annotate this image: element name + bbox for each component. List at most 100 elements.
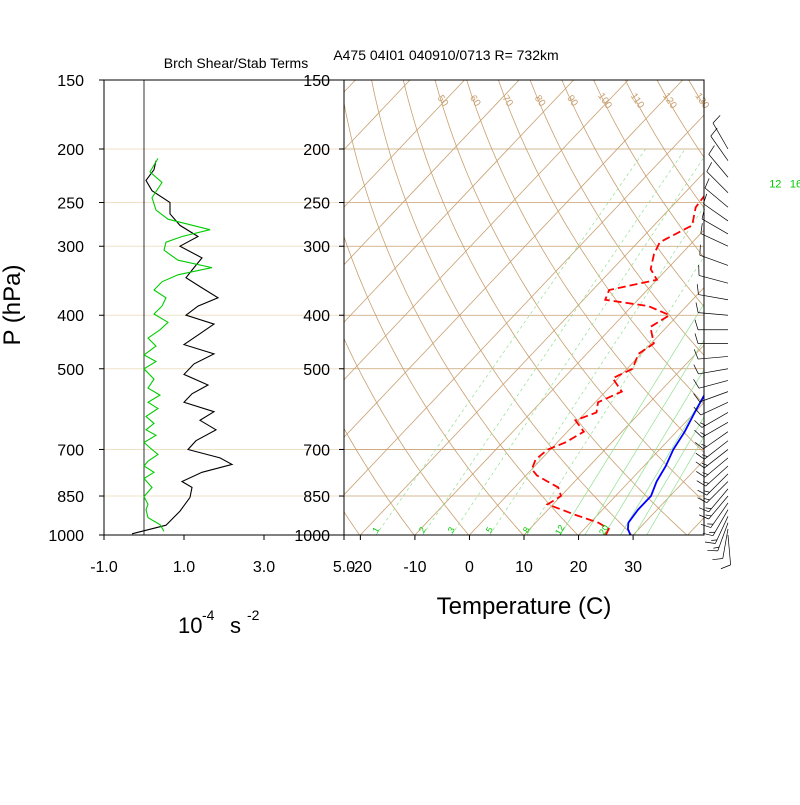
wind-barb-flag xyxy=(709,146,715,155)
dry-adiabat-line xyxy=(244,64,423,547)
dry-adiabat-label: 120 xyxy=(660,91,679,111)
wind-barb xyxy=(696,458,728,477)
left-y-tick-label: 1000 xyxy=(48,528,84,545)
mixing-ratio-line xyxy=(452,149,710,535)
wind-barb-flag xyxy=(700,432,705,435)
dry-adiabat-line xyxy=(711,64,800,547)
left-x-axis-label: 10 -4 s -2 xyxy=(178,607,260,638)
wind-barb-flag xyxy=(706,515,712,516)
skew-y-tick-label: 500 xyxy=(303,362,330,379)
skew-y-tick-label: 1000 xyxy=(294,528,330,545)
wind-barb xyxy=(695,333,728,343)
left-y-tick-label: 500 xyxy=(57,362,84,379)
skew-y-tick-label: 150 xyxy=(303,73,330,90)
wind-barb-shaft xyxy=(701,402,728,415)
left-x-tick-label: 1.0 xyxy=(173,559,195,576)
wind-barb-shaft xyxy=(711,136,728,161)
left-y-tick-label: 300 xyxy=(57,239,84,256)
wind-barb-flag xyxy=(704,491,710,492)
wind-barb-flag xyxy=(694,365,699,374)
skew-y-tick-label: 250 xyxy=(303,196,330,213)
mixing-ratio-top-label: 12 xyxy=(769,179,781,191)
wind-barb xyxy=(695,320,728,330)
left-y-tick-label: 700 xyxy=(57,442,84,459)
dry-adiabat-label: 100 xyxy=(595,91,614,111)
wind-barb xyxy=(694,349,728,359)
left-y-tick-label: 250 xyxy=(57,196,84,213)
wind-barb-flag xyxy=(711,540,717,541)
left-x-tick-label: 3.0 xyxy=(253,559,275,576)
wind-barb-flag xyxy=(695,333,698,343)
dry-adiabat-line xyxy=(275,64,478,547)
wind-barb xyxy=(709,146,728,178)
wind-barb xyxy=(701,223,728,246)
wind-barb-flag xyxy=(697,284,698,294)
wind-barb xyxy=(703,510,728,536)
x-label-unit-exponent: -2 xyxy=(247,607,260,623)
dry-adiabat-label: 90 xyxy=(564,93,580,109)
wind-barb-flag xyxy=(703,473,709,475)
left-y-tick-label: 400 xyxy=(57,308,84,325)
isotherm-line xyxy=(415,80,800,535)
wind-barb xyxy=(701,503,728,528)
left-y-tick-label: 150 xyxy=(57,73,84,90)
x-label-exponent: -4 xyxy=(202,607,215,623)
isotherm-line xyxy=(0,80,246,535)
dry-adiabat-label: 70 xyxy=(500,93,516,109)
dry-adiabat-line xyxy=(213,64,368,547)
skew-t-title: A475 04I01 040910/0713 R= 732km xyxy=(333,47,558,63)
wind-barb-shaft xyxy=(698,295,728,300)
wind-barb xyxy=(695,432,728,449)
isotherm-line xyxy=(0,80,301,535)
wind-barb xyxy=(699,265,728,283)
isotherm-line xyxy=(33,80,464,535)
mixing-ratio-top-label: 16 xyxy=(790,179,800,191)
isotherm-line xyxy=(742,80,800,535)
wind-barb-shaft xyxy=(699,275,728,283)
left-series-line-0 xyxy=(132,161,232,534)
wind-barb xyxy=(696,449,728,467)
wind-barb-flag xyxy=(694,379,699,388)
wind-barb-flag xyxy=(701,524,711,527)
wind-barb-shaft xyxy=(709,154,728,177)
dry-adiabat-label: 80 xyxy=(532,93,548,109)
skew-t-chart: 5060708090100110120130121620242832123581… xyxy=(0,47,800,620)
wind-barb-shaft xyxy=(713,123,728,149)
skew-y-tick-label: 850 xyxy=(303,489,330,506)
mixing-ratio-line xyxy=(621,149,800,535)
wind-barb xyxy=(694,392,728,402)
isotherm-line xyxy=(579,80,800,535)
wind-barb-shaft xyxy=(709,489,728,512)
x-label-unit: s xyxy=(230,613,241,638)
temperature-x-tick-label: 20 xyxy=(570,559,588,576)
isotherm-line xyxy=(197,80,628,535)
left-y-tick-label: 850 xyxy=(57,489,84,506)
skew-y-tick-label: 200 xyxy=(303,142,330,159)
dry-adiabat-label: 130 xyxy=(692,91,711,111)
wind-barb-flag xyxy=(702,463,707,465)
left-x-tick-label: -1.0 xyxy=(90,559,118,576)
wind-barb-flag xyxy=(696,453,705,459)
dry-adiabat-line xyxy=(306,64,533,547)
dry-adiabat-line xyxy=(742,64,800,547)
wind-barb-flag xyxy=(705,542,715,544)
temperature-axis-label: Temperature (C) xyxy=(437,593,612,620)
dry-adiabat-line xyxy=(462,64,800,547)
wind-barb-shaft xyxy=(704,449,728,467)
wind-barb-flag xyxy=(713,547,719,548)
dry-adiabat-line xyxy=(338,64,590,547)
dry-adiabat-line xyxy=(679,64,800,547)
wind-barb-shaft xyxy=(699,380,728,388)
dry-adiabat-label: 50 xyxy=(435,93,451,109)
dry-adiabat-label: 110 xyxy=(628,91,646,111)
wind-barb-shaft xyxy=(701,234,728,247)
wind-barb xyxy=(696,441,728,459)
wind-barb-flag xyxy=(694,430,702,437)
wind-barb-flag xyxy=(713,115,720,123)
wind-barb xyxy=(697,466,728,486)
wind-barb xyxy=(703,194,728,221)
wind-barb-flag xyxy=(700,423,705,426)
wind-barb-flag xyxy=(707,550,717,551)
wind-barb-flag xyxy=(694,394,700,402)
